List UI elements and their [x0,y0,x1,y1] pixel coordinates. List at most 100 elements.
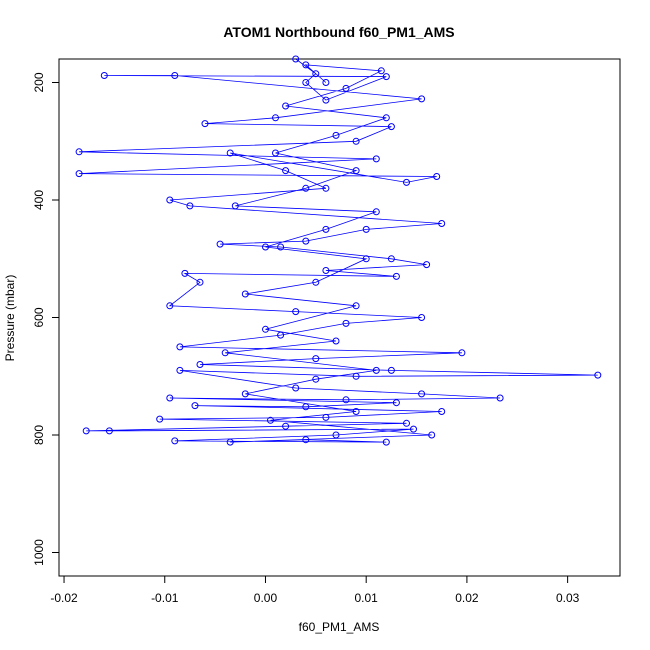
data-point [267,416,274,424]
data-point [166,394,174,402]
data-point [362,255,370,263]
data-point [312,375,320,383]
data-point [403,178,410,186]
data-point [458,349,466,357]
data-point [292,384,300,392]
y-tick-label: 600 [32,307,46,327]
data-point [312,355,320,363]
data-point [277,331,285,339]
data-point [82,427,90,435]
data-point [302,184,310,192]
data-point [216,240,224,248]
data-point [196,278,204,286]
data-point [332,337,340,345]
data-point [282,422,290,430]
data-point [382,438,390,446]
x-tick-label: 0.00 [254,591,278,605]
data-point [100,72,108,79]
data-point [392,272,400,280]
data-point [352,137,360,145]
data-point [418,314,426,321]
data-point [171,437,179,445]
data-point [352,167,360,175]
data-point [342,396,350,404]
data-point [166,302,174,310]
plot-frame [58,58,621,577]
data-point [387,123,395,131]
data-point [322,225,330,233]
data-point [322,413,330,421]
data-point [496,394,504,402]
x-tick-label: -0.01 [151,591,179,605]
data-point [302,61,310,69]
data-point [221,349,229,357]
data-point [423,261,431,269]
data-point [372,208,380,216]
data-point [292,55,300,63]
x-tick-label: 0.01 [355,591,379,605]
data-point [166,196,174,204]
data-point [392,399,400,407]
data-point [433,173,441,180]
data-point [312,70,320,78]
data-point [382,73,390,81]
x-axis-label: f60_PM1_AMS [299,620,380,634]
data-point [387,255,395,263]
data-point [438,220,446,227]
data-point [201,120,209,128]
data-point [322,79,330,86]
data-point [418,390,426,398]
data-point [594,371,602,379]
data-point [176,366,184,374]
data-point [342,84,350,92]
x-tick-label: 0.02 [455,591,479,605]
data-point [322,267,330,274]
data-point [191,402,199,410]
data-point [428,431,436,439]
data-point [176,343,184,351]
data-point [282,167,290,175]
data-point [282,102,290,110]
data-series [75,55,602,446]
data-point [302,237,310,245]
data-point [262,243,269,251]
data-point [186,202,194,210]
data-point [181,269,189,277]
data-point [302,79,310,86]
data-point [322,96,330,104]
data-point [362,225,370,233]
data-point [342,319,350,327]
data-point [418,95,426,103]
x-tick-label: -0.02 [50,591,78,605]
data-point [171,72,179,79]
data-point [241,390,249,398]
data-point [352,302,360,310]
y-tick-label: 400 [32,190,46,210]
data-point [226,438,234,446]
chart-title: ATOM1 Northbound f60_PM1_AMS [223,24,454,40]
data-point [302,403,310,411]
y-tick-label: 800 [32,425,46,445]
data-point [322,184,330,192]
data-point [377,67,385,75]
data-point [312,278,320,286]
data-point [75,170,83,178]
data-point [382,114,390,122]
y-axis: 200 400 600 800 1000 [32,72,60,566]
data-point [332,131,340,139]
data-point [226,149,234,157]
data-point [231,202,239,210]
data-point [105,427,113,435]
data-point [196,361,204,368]
data-point [332,431,340,439]
series-line [79,58,598,443]
data-point [372,155,380,163]
data-point [75,148,83,156]
data-point [241,290,249,298]
data-point [302,436,310,444]
data-point [262,325,269,333]
data-point [156,415,164,423]
data-point [372,366,380,374]
data-point [352,408,360,415]
